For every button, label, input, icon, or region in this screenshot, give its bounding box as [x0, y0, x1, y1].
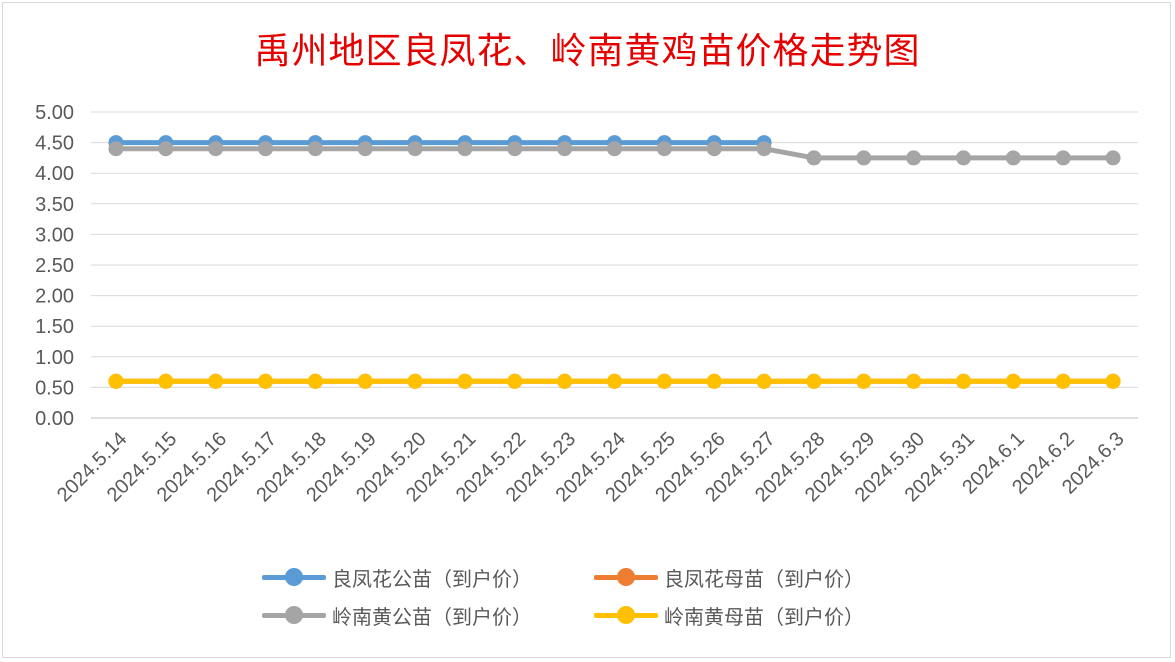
data-point-2	[357, 141, 373, 157]
legend: 良凤花公苗（到户价） 良凤花母苗（到户价） 岭南黄公苗（到户价） 岭南黄母苗（到…	[262, 560, 962, 640]
legend-label-lnh-female: 岭南黄母苗（到户价）	[664, 604, 864, 629]
data-point-3	[208, 373, 224, 389]
y-tick-label: 0.50	[35, 377, 74, 399]
y-tick-label: 1.00	[35, 347, 74, 369]
y-tick-label: 0.00	[35, 408, 74, 430]
data-point-3	[706, 373, 722, 389]
data-point-3	[158, 373, 174, 389]
chart-title: 禹州地区良凤花、岭南黄鸡苗价格走势图	[254, 31, 921, 72]
data-point-3	[307, 373, 323, 389]
y-tick-label: 4.00	[35, 163, 74, 185]
data-point-2	[307, 141, 323, 157]
legend-swatch-lfh-female	[594, 567, 658, 587]
data-point-3	[507, 373, 523, 389]
data-point-2	[1005, 150, 1021, 166]
legend-label-lfh-male: 良凤花公苗（到户价）	[332, 566, 532, 591]
data-point-2	[457, 141, 473, 157]
data-point-3	[1005, 373, 1021, 389]
data-point-3	[557, 373, 573, 389]
data-point-2	[1105, 150, 1121, 166]
legend-swatch-lnh-female	[594, 605, 658, 625]
data-point-2	[956, 150, 971, 166]
data-point-2	[607, 141, 622, 157]
data-point-3	[407, 373, 423, 389]
data-point-3	[457, 373, 473, 389]
legend-item-lnh-female: 岭南黄母苗（到户价）	[594, 598, 864, 632]
y-tick-label: 2.00	[35, 286, 74, 308]
legend-label-lfh-female: 良凤花母苗（到户价）	[664, 566, 864, 591]
data-point-2	[108, 141, 124, 157]
legend-label-lnh-male: 岭南黄公苗（到户价）	[332, 604, 532, 629]
data-point-2	[856, 150, 872, 166]
data-point-3	[1055, 373, 1071, 389]
data-point-3	[656, 373, 672, 389]
data-point-2	[656, 141, 672, 157]
y-tick-label: 3.50	[35, 194, 74, 216]
data-point-2	[1055, 150, 1071, 166]
data-point-2	[906, 150, 922, 166]
data-point-2	[507, 141, 523, 157]
data-point-3	[108, 373, 124, 389]
data-point-3	[607, 373, 622, 389]
data-point-3	[756, 373, 772, 389]
y-tick-label: 5.00	[35, 102, 74, 124]
data-point-2	[258, 141, 273, 157]
data-point-2	[706, 141, 722, 157]
data-point-2	[208, 141, 224, 157]
legend-item-lnh-male: 岭南黄公苗（到户价）	[262, 598, 532, 632]
data-point-2	[756, 141, 772, 157]
y-tick-label: 4.50	[35, 133, 74, 155]
data-point-3	[906, 373, 922, 389]
data-point-2	[557, 141, 573, 157]
legend-swatch-lfh-male	[262, 567, 326, 587]
data-point-2	[158, 141, 174, 157]
data-point-2	[806, 150, 822, 166]
data-point-3	[357, 373, 373, 389]
y-tick-label: 3.00	[35, 224, 74, 246]
legend-swatch-lnh-male	[262, 605, 326, 625]
y-tick-label: 2.50	[35, 255, 74, 277]
data-point-3	[806, 373, 822, 389]
legend-item-lfh-female: 良凤花母苗（到户价）	[594, 560, 864, 594]
y-tick-label: 1.50	[35, 316, 74, 338]
legend-item-lfh-male: 良凤花公苗（到户价）	[262, 560, 532, 594]
data-point-3	[258, 373, 273, 389]
data-point-3	[1105, 373, 1121, 389]
data-point-3	[856, 373, 872, 389]
data-point-3	[956, 373, 971, 389]
data-point-2	[407, 141, 423, 157]
